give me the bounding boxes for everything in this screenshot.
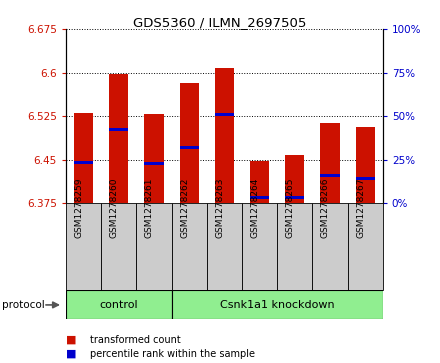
Bar xyxy=(320,123,340,203)
Bar xyxy=(180,83,199,203)
Bar xyxy=(242,203,277,290)
Bar xyxy=(320,174,340,177)
Bar xyxy=(172,203,207,290)
Bar xyxy=(250,161,269,203)
Bar xyxy=(250,196,269,199)
Text: protocol: protocol xyxy=(2,300,45,310)
Bar xyxy=(172,290,383,319)
Text: GSM1278267: GSM1278267 xyxy=(356,178,365,238)
Bar xyxy=(109,128,128,131)
Bar xyxy=(180,146,199,149)
Bar xyxy=(109,74,128,203)
Bar xyxy=(215,113,234,116)
Bar xyxy=(74,113,93,203)
Text: ■: ■ xyxy=(66,349,77,359)
Text: GSM1278263: GSM1278263 xyxy=(216,178,224,238)
Bar xyxy=(312,203,348,290)
Text: GSM1278264: GSM1278264 xyxy=(251,178,260,238)
Bar xyxy=(356,177,375,180)
Bar xyxy=(285,155,304,203)
Bar xyxy=(277,203,312,290)
Bar xyxy=(66,290,172,319)
Text: GSM1278261: GSM1278261 xyxy=(145,178,154,238)
Text: GDS5360 / ILMN_2697505: GDS5360 / ILMN_2697505 xyxy=(133,16,307,29)
Text: transformed count: transformed count xyxy=(90,335,181,345)
Bar xyxy=(207,203,242,290)
Bar xyxy=(74,161,93,164)
Bar xyxy=(215,68,234,203)
Text: GSM1278266: GSM1278266 xyxy=(321,178,330,238)
Bar xyxy=(66,203,101,290)
Text: percentile rank within the sample: percentile rank within the sample xyxy=(90,349,255,359)
Bar xyxy=(136,203,172,290)
Bar xyxy=(356,127,375,203)
Bar xyxy=(285,196,304,199)
Text: GSM1278262: GSM1278262 xyxy=(180,178,189,238)
Bar xyxy=(101,203,136,290)
Bar xyxy=(348,203,383,290)
Text: GSM1278265: GSM1278265 xyxy=(286,178,295,238)
Text: GSM1278259: GSM1278259 xyxy=(75,178,84,238)
Text: GSM1278260: GSM1278260 xyxy=(110,178,119,238)
Text: Csnk1a1 knockdown: Csnk1a1 knockdown xyxy=(220,300,334,310)
Text: control: control xyxy=(99,300,138,310)
Text: ■: ■ xyxy=(66,335,77,345)
Bar xyxy=(144,162,164,165)
Bar xyxy=(144,114,164,203)
